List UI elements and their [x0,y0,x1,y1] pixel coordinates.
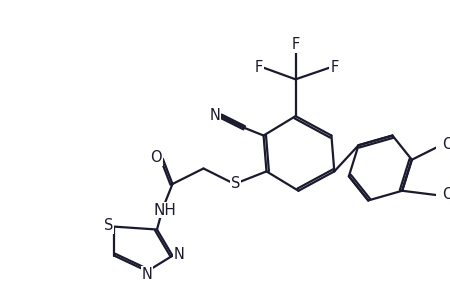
Text: NH: NH [153,203,176,218]
Text: O: O [442,187,450,202]
Text: O: O [150,150,162,165]
Text: O: O [442,137,450,152]
Text: N: N [210,108,220,123]
Text: N: N [174,247,184,262]
Text: F: F [255,60,263,75]
Text: F: F [292,37,300,52]
Text: S: S [104,218,113,233]
Text: S: S [231,176,240,191]
Text: N: N [142,267,153,282]
Text: F: F [330,60,338,75]
